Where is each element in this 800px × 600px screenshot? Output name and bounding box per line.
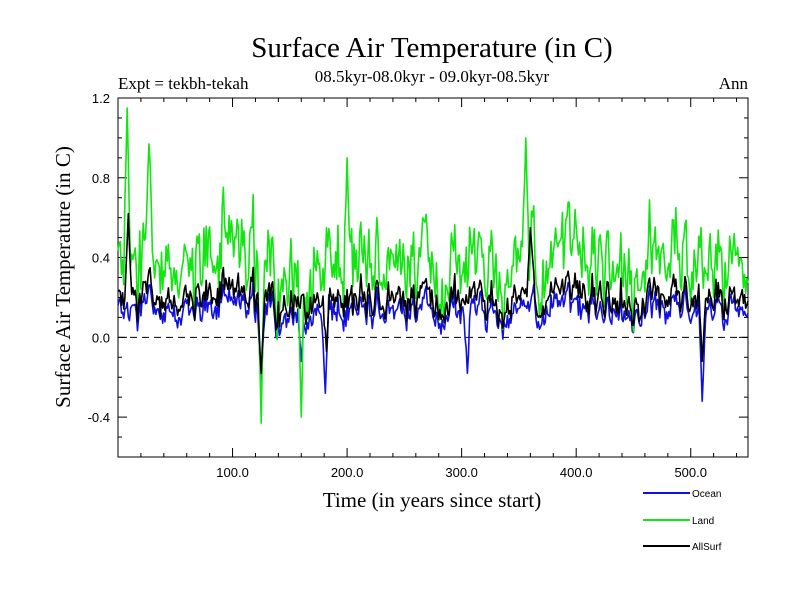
y-tick-label: 0.0 xyxy=(92,330,110,345)
period-label: 08.5kyr-08.0kyr - 09.0kyr-08.5kyr xyxy=(315,67,550,86)
series-line-allsurf xyxy=(117,212,749,375)
y-tick-label: 0.8 xyxy=(92,171,110,186)
legend-label-ocean: Ocean xyxy=(692,489,721,500)
experiment-label: Expt = tekbh-tekah xyxy=(118,74,249,93)
y-axis-label: Surface Air Temperature (in C) xyxy=(51,146,75,408)
x-tick-label: 400.0 xyxy=(560,465,593,480)
series-lines xyxy=(117,107,749,424)
x-tick-label: 200.0 xyxy=(331,465,364,480)
series-line-land xyxy=(117,107,749,424)
series-line-ocean xyxy=(117,278,749,402)
y-tick-label: 1.2 xyxy=(92,91,110,106)
x-tick-label: 500.0 xyxy=(674,465,707,480)
chart-title: Surface Air Temperature (in C) xyxy=(251,32,612,64)
legend: Ocean Land AllSurf xyxy=(643,489,722,553)
season-label: Ann xyxy=(719,74,749,93)
tick-labels: 100.0 200.0 300.0 400.0 500.0 -0.4 0.0 0.4 0.8 1.… xyxy=(88,91,707,480)
legend-label-allsurf: AllSurf xyxy=(692,542,722,553)
x-tick-label: 100.0 xyxy=(216,465,249,480)
legend-label-land: Land xyxy=(692,516,714,527)
y-tick-label: -0.4 xyxy=(88,410,110,425)
x-tick-label: 300.0 xyxy=(445,465,478,480)
y-tick-label: 0.4 xyxy=(92,251,110,266)
axis-ticks xyxy=(118,97,748,458)
x-axis-label: Time (in years since start) xyxy=(323,488,542,512)
